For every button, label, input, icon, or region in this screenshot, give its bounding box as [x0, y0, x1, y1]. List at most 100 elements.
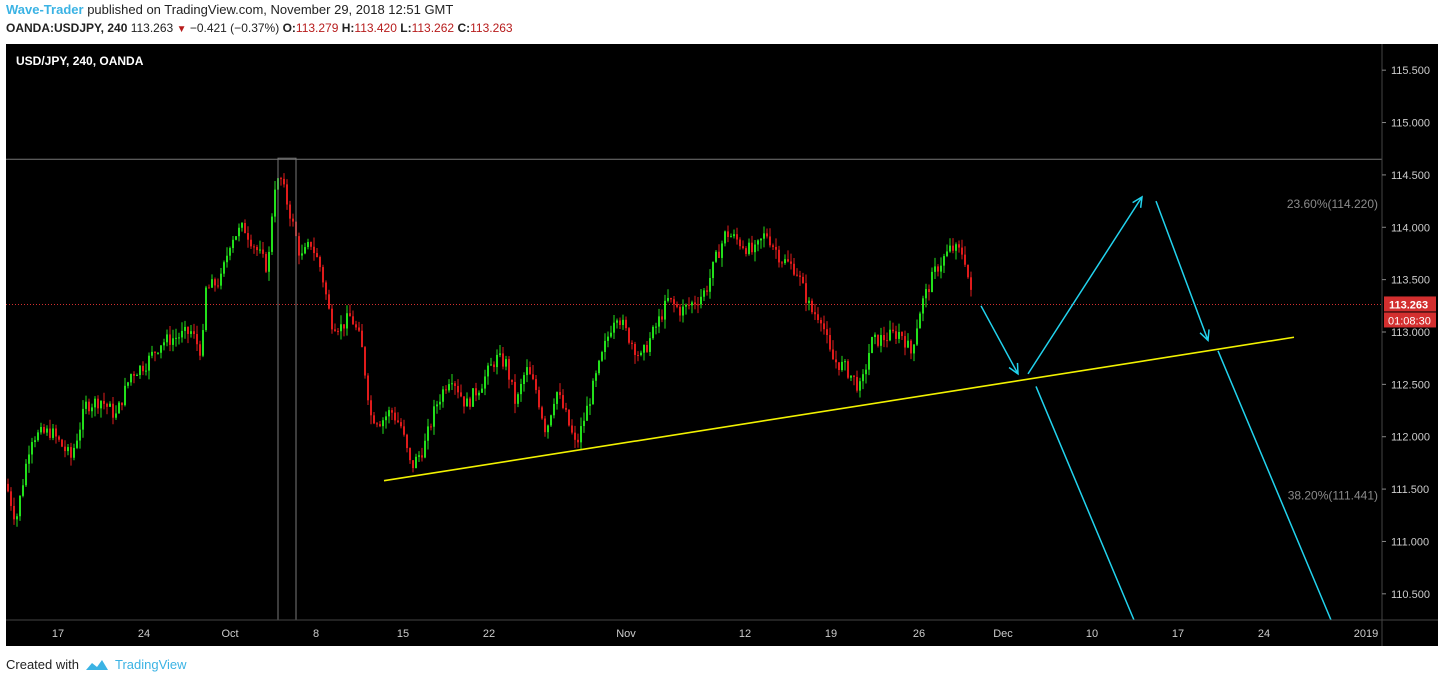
candle-body	[640, 352, 642, 356]
candle-body	[349, 313, 351, 317]
candle-body	[121, 402, 123, 406]
candle-body	[955, 244, 957, 251]
author-link[interactable]: Wave-Trader	[6, 2, 84, 17]
open-value: 113.279	[295, 21, 339, 35]
time-tick-label: 8	[313, 628, 319, 640]
candle-body	[865, 369, 867, 375]
down-triangle-icon: ▼	[176, 24, 187, 35]
candle-body	[586, 405, 588, 421]
candle-body	[514, 381, 516, 404]
candle-body	[163, 342, 165, 346]
candle-body	[508, 359, 510, 380]
projection-line	[1217, 350, 1332, 621]
candle-body	[733, 234, 735, 237]
candle-body	[583, 420, 585, 427]
price-tick-label: 115.000	[1391, 118, 1430, 130]
close-value: 113.263	[470, 21, 513, 35]
candle-body	[211, 279, 213, 288]
candle-body	[730, 236, 732, 238]
candle-body	[946, 251, 948, 257]
candle-body	[283, 178, 285, 185]
candle-body	[547, 425, 549, 433]
candle-body	[763, 233, 765, 239]
candle-body	[91, 407, 93, 412]
candle-body	[613, 322, 615, 333]
candle-body	[736, 234, 738, 240]
candle-body	[391, 410, 393, 413]
candle-body	[814, 312, 816, 315]
candle-body	[307, 242, 309, 248]
footer: Created with TradingView	[6, 657, 187, 672]
candle-body	[400, 422, 402, 427]
candle-body	[952, 245, 954, 251]
candle-body	[571, 425, 573, 433]
tradingview-logo-icon	[85, 659, 108, 670]
candle-body	[58, 436, 60, 440]
candle-body	[850, 375, 852, 378]
candle-body	[823, 323, 825, 330]
candle-body	[844, 361, 846, 363]
candle-body	[553, 403, 555, 416]
candle-body	[811, 300, 813, 313]
price-chart[interactable]: 23.60%(114.220)38.20%(111.441) 110.50011…	[6, 44, 1438, 646]
candles-group	[7, 171, 972, 527]
low-value: 113.262	[411, 21, 455, 35]
candle-body	[184, 326, 186, 331]
candle-body	[778, 249, 780, 263]
candle-body	[31, 442, 33, 455]
candle-body	[244, 223, 246, 234]
candle-body	[838, 362, 840, 371]
candle-body	[922, 298, 924, 314]
candle-body	[661, 316, 663, 320]
candle-body	[622, 319, 624, 326]
candle-body	[853, 375, 855, 377]
candle-body	[646, 344, 648, 352]
candle-body	[7, 483, 9, 492]
candle-body	[70, 447, 72, 458]
candle-body	[721, 243, 723, 258]
candle-body	[604, 340, 606, 353]
candle-body	[208, 287, 210, 289]
candle-body	[382, 420, 384, 427]
candle-body	[190, 331, 192, 334]
candle-body	[472, 388, 474, 407]
candle-body	[589, 404, 591, 406]
candle-body	[871, 336, 873, 353]
candle-body	[628, 328, 630, 343]
candle-body	[169, 334, 171, 345]
candle-body	[115, 413, 117, 418]
time-tick-label: 12	[739, 628, 751, 640]
candle-body	[82, 408, 84, 430]
candle-body	[256, 246, 258, 251]
candle-body	[187, 326, 189, 334]
candle-body	[910, 340, 912, 354]
candle-body	[172, 338, 174, 345]
candle-body	[331, 308, 333, 330]
candle-body	[343, 324, 345, 329]
candle-body	[727, 231, 729, 237]
candle-body	[376, 423, 378, 425]
candle-body	[175, 337, 177, 339]
candle-body	[847, 361, 849, 378]
candle-body	[112, 403, 114, 418]
candle-body	[802, 276, 804, 284]
candle-body	[436, 404, 438, 407]
candle-body	[625, 319, 627, 329]
price-tick-label: 111.500	[1391, 484, 1429, 496]
candle-body	[805, 283, 807, 303]
candle-body	[232, 239, 234, 249]
candle-body	[361, 330, 363, 348]
price-tick-label: 115.500	[1391, 65, 1430, 77]
candle-body	[664, 300, 666, 320]
candle-body	[364, 347, 366, 376]
candle-body	[100, 400, 102, 409]
candle-body	[706, 290, 708, 292]
candle-body	[886, 340, 888, 342]
candle-body	[223, 262, 225, 274]
candle-body	[97, 398, 99, 409]
candle-body	[238, 227, 240, 237]
candle-body	[760, 238, 762, 241]
tradingview-link[interactable]: TradingView	[114, 657, 187, 672]
candle-body	[259, 249, 261, 251]
high-label: H:	[341, 21, 355, 35]
